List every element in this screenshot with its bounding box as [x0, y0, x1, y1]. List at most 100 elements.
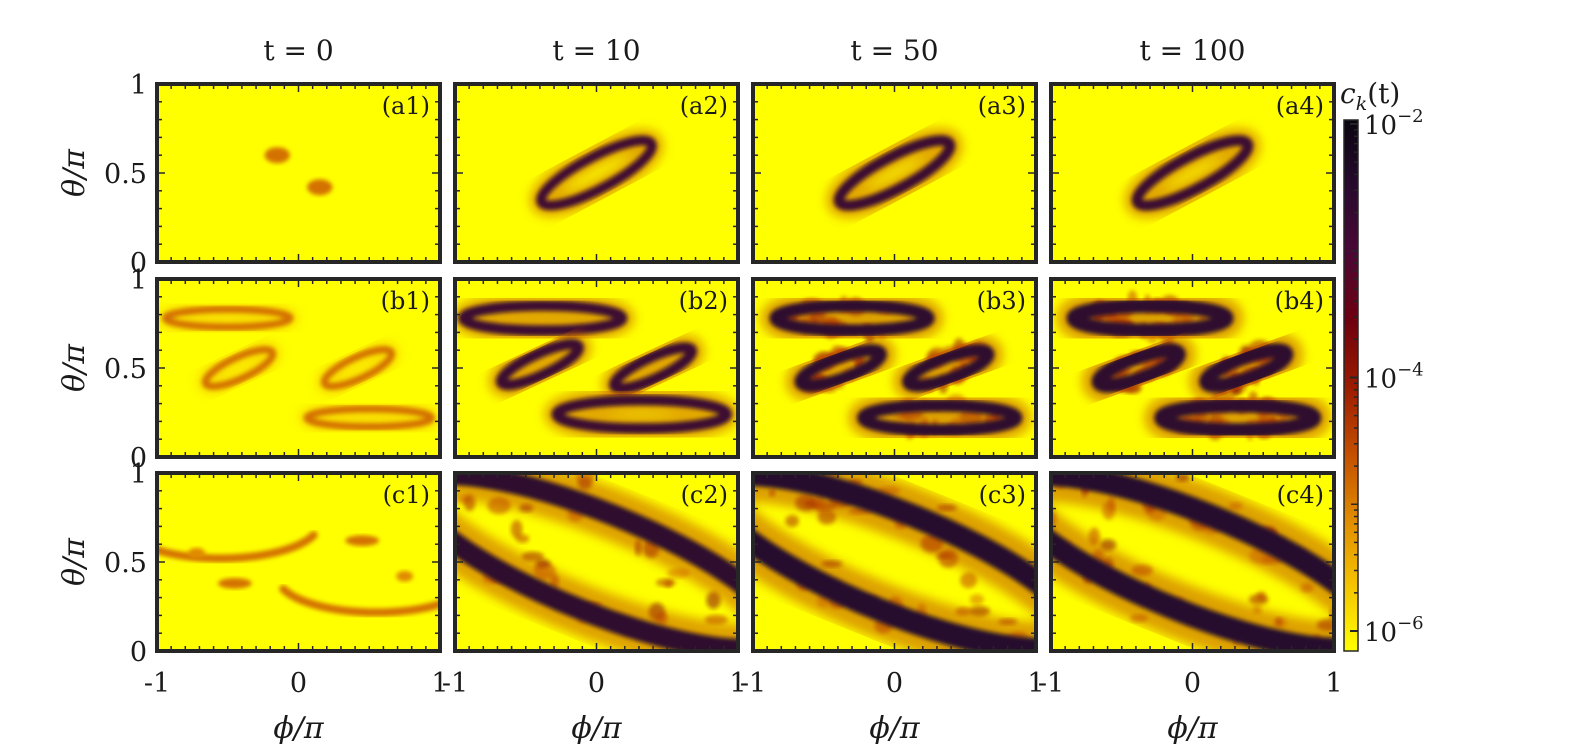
- panel-b4: (b4): [1049, 277, 1336, 459]
- noise-speckle: [655, 578, 676, 587]
- noise-speckle: [785, 514, 800, 528]
- y-tick-label: 1: [130, 459, 147, 490]
- density-ring: [458, 300, 628, 336]
- panel-label: (a4): [1276, 92, 1324, 120]
- panel-label: (b3): [977, 287, 1026, 315]
- y-axis-labels: 0 0.5 1 θ/π 0 0.5 1 θ/π 0 0.5 1 θ/π: [57, 70, 147, 668]
- panel-c3: (c3): [751, 471, 1038, 653]
- density-ring: [303, 405, 436, 431]
- panel-b2: (b2): [453, 277, 740, 459]
- x-tick-label: -1: [144, 668, 170, 699]
- column-titles: t = 0 t = 10 t = 50 t = 100: [263, 34, 1245, 67]
- column-title-3: t = 50: [850, 34, 938, 67]
- x-tick-label: 0: [588, 668, 605, 699]
- x-axis-label: ϕ/π: [869, 711, 921, 746]
- density-ring: [753, 473, 1036, 651]
- x-axis-label: ϕ/π: [571, 711, 623, 746]
- colorbar: 10−2 10−4 10−6 ck(t): [1340, 77, 1424, 652]
- density-ring: [320, 346, 396, 390]
- y-tick-label: 0: [130, 248, 147, 279]
- x-tick-label: 0: [1184, 668, 1201, 699]
- density-ring: [201, 346, 277, 390]
- x-tick-label: 1: [729, 668, 746, 699]
- density-blob: [345, 535, 380, 546]
- x-tick-label: 1: [1325, 668, 1342, 699]
- panel-c1: (c1): [155, 471, 442, 653]
- heatmap-panels: (a1) (a2) (a3) (a4) (b1) (b2) (b3) (b4) (c1) (c2)…: [155, 82, 1336, 669]
- y-tick-label: 1: [130, 265, 147, 296]
- y-tick-label: 0: [130, 637, 147, 668]
- panel-label: (b2): [679, 287, 728, 315]
- density-blob: [217, 578, 252, 589]
- density-blob: [306, 179, 333, 196]
- colorbar-label: ck(t): [1340, 77, 1400, 115]
- x-tick-label: 0: [886, 668, 903, 699]
- panel-a3: (a3): [751, 82, 1038, 264]
- x-axis-labels: -1 0 1 ϕ/π -1 0 1 ϕ/π -1 0 1 ϕ/π -1 0 1 ϕ/π: [144, 668, 1343, 746]
- density-ring: [1199, 343, 1294, 393]
- panel-label: (b4): [1275, 287, 1324, 315]
- panel-b1: (b1): [155, 277, 442, 459]
- column-title-4: t = 100: [1140, 34, 1246, 67]
- density-ring: [1051, 473, 1334, 651]
- density-arc: [279, 584, 440, 617]
- x-tick-label: -1: [442, 668, 468, 699]
- density-ring: [1131, 135, 1254, 211]
- density-blob: [188, 547, 206, 559]
- y-tick-label: 0: [130, 443, 147, 474]
- panel-background: [157, 473, 440, 651]
- y-axis-label: θ/π: [57, 343, 92, 392]
- noise-speckle: [667, 659, 685, 669]
- panel-b3: (b3): [751, 277, 1038, 459]
- y-tick-label: 1: [130, 70, 147, 101]
- y-tick-label: 0.5: [104, 159, 147, 190]
- panel-label: (c4): [1277, 481, 1324, 509]
- panel-c4: (c4): [1049, 460, 1336, 653]
- y-tick-label: 0.5: [104, 548, 147, 579]
- panel-background: [455, 84, 738, 262]
- panel-label: (c3): [979, 481, 1026, 509]
- x-tick-label: -1: [740, 668, 766, 699]
- noise-speckle: [960, 572, 978, 589]
- density-ring: [794, 344, 888, 392]
- x-tick-label: -1: [1038, 668, 1064, 699]
- density-ring: [1091, 343, 1186, 393]
- panel-label: (c1): [383, 481, 430, 509]
- density-ring: [901, 344, 995, 392]
- density-blob: [264, 147, 291, 164]
- x-tick-label: 1: [1027, 668, 1044, 699]
- panel-label: (a2): [680, 92, 728, 120]
- density-ring: [551, 394, 733, 434]
- colorbar-gradient: [1343, 119, 1359, 652]
- y-axis-label: θ/π: [57, 148, 92, 197]
- panel-label: (b1): [381, 287, 430, 315]
- panel-a4: (a4): [1049, 82, 1336, 264]
- panel-background: [1051, 84, 1334, 262]
- noise-speckle: [969, 594, 985, 606]
- panel-label: (a3): [978, 92, 1026, 120]
- noise-speckle: [1152, 460, 1174, 470]
- panel-label: (c2): [681, 481, 728, 509]
- x-tick-label: 0: [290, 668, 307, 699]
- column-title-2: t = 10: [552, 34, 640, 67]
- density-ring: [495, 338, 584, 391]
- panel-a1: (a1): [155, 82, 442, 264]
- density-ring: [161, 305, 294, 331]
- colorbar-tick-label: 10−2: [1364, 106, 1424, 141]
- density-ring: [455, 473, 738, 651]
- density-ring: [833, 135, 956, 211]
- density-arc: [157, 531, 318, 563]
- x-tick-label: 1: [431, 668, 448, 699]
- colorbar-tick-label: 10−4: [1364, 360, 1424, 395]
- density-ring: [609, 342, 698, 394]
- density-ring: [536, 135, 657, 211]
- x-axis-label: ϕ/π: [273, 711, 325, 746]
- density-blob: [396, 570, 414, 582]
- panel-background: [157, 84, 440, 262]
- density-ring: [1154, 398, 1322, 438]
- density-ring: [769, 299, 935, 337]
- density-ring: [857, 399, 1023, 437]
- panel-a2: (a2): [453, 82, 740, 264]
- noise-speckle: [510, 519, 523, 539]
